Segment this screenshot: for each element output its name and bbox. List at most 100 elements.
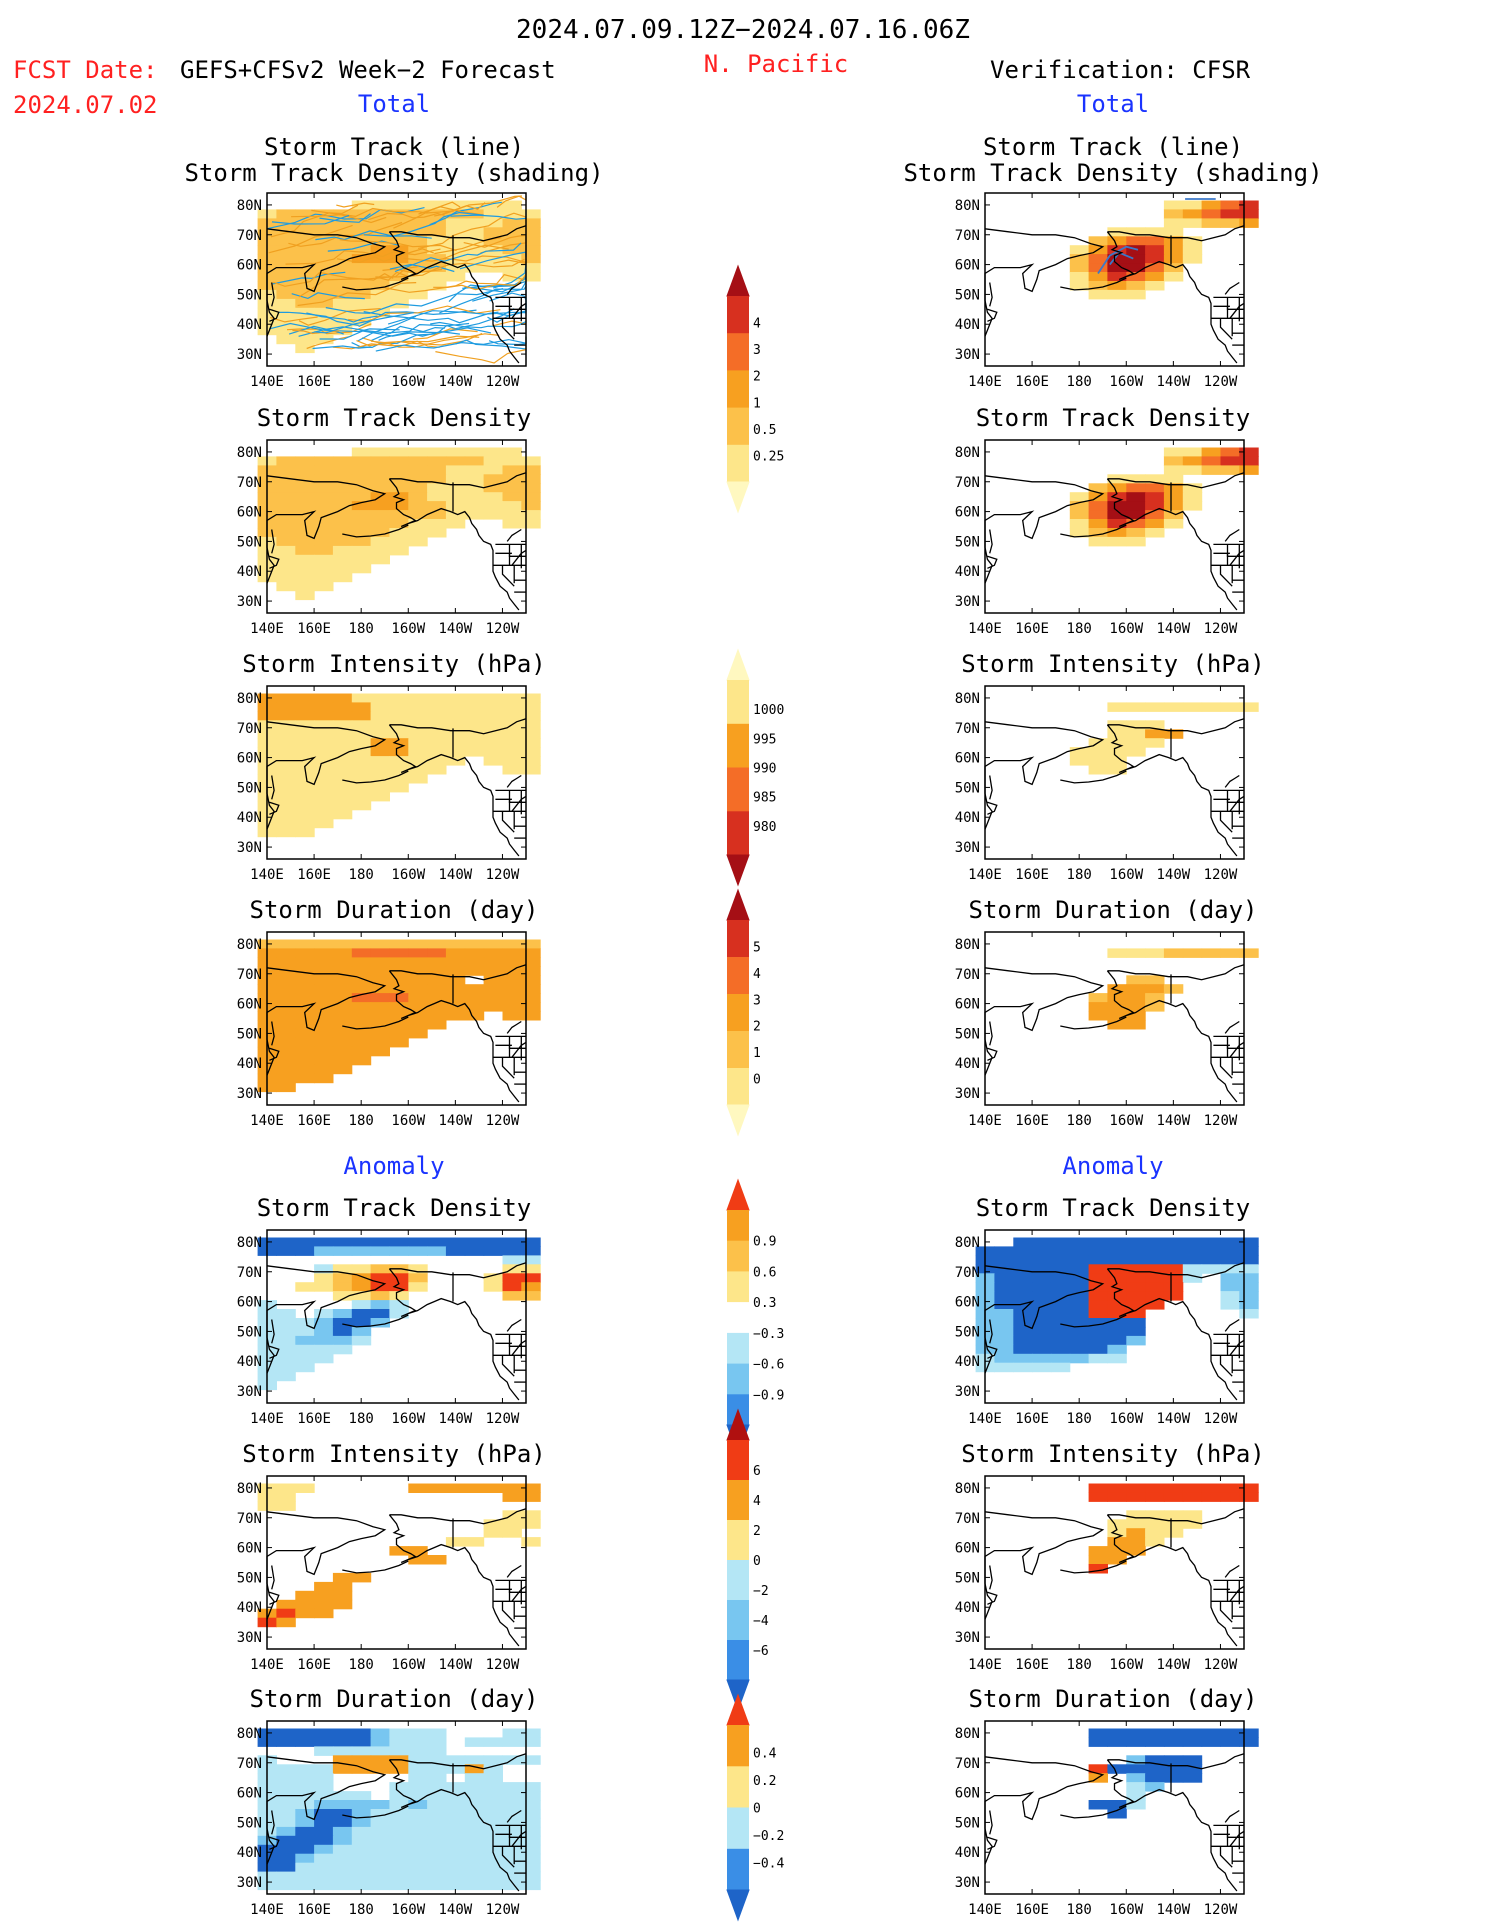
coastline: [501, 1601, 515, 1623]
colorbar-label: 980: [753, 820, 776, 835]
grid-cell: [389, 1728, 409, 1738]
grid-cell: [464, 501, 485, 511]
lat-tick-label: 70N: [237, 1756, 262, 1772]
grid-cell: [464, 1537, 485, 1547]
grid-cell: [502, 1728, 522, 1738]
grid-cell: [389, 1844, 409, 1855]
grid-cell: [351, 939, 372, 949]
grid-cell: [332, 218, 353, 228]
grid-cell: [1163, 1246, 1184, 1256]
grid-cell: [351, 1826, 372, 1837]
lon-tick-label: 140W: [1157, 1411, 1191, 1427]
lat-tick-label: 70N: [955, 967, 980, 983]
grid-cell: [276, 827, 296, 838]
grid-cell: [1088, 1564, 1108, 1574]
storm-track-line: [291, 207, 454, 218]
grid-cell: [1069, 1291, 1090, 1301]
grid-cell: [370, 711, 390, 721]
storm-track-line: [292, 329, 340, 335]
colorbar-label: 2: [753, 1020, 761, 1035]
grid-cell: [427, 465, 447, 475]
grid-cell: [408, 510, 428, 520]
grid-cell: [427, 984, 447, 994]
grid-cell: [314, 316, 334, 327]
grid-cell: [408, 1782, 428, 1792]
lat-tick-label: 30N: [955, 594, 980, 610]
grid-cell: [427, 1237, 447, 1247]
coastline: [1106, 970, 1238, 1103]
grid-cell: [408, 993, 428, 1003]
grid-cell: [1163, 272, 1184, 282]
storm-track-line: [291, 292, 365, 300]
grid-cell: [1163, 948, 1184, 958]
grid-cell: [295, 791, 315, 802]
grid-cell: [1107, 1555, 1127, 1565]
grid-cell: [1013, 1300, 1033, 1310]
grid-cell: [445, 1853, 466, 1864]
lon-tick-label: 120W: [486, 374, 520, 390]
grid-cell: [332, 1309, 353, 1319]
grid-cell: [502, 1528, 522, 1538]
lon-tick-label: 160W: [391, 621, 425, 637]
grid-cell: [521, 765, 541, 775]
grid-cell: [276, 1011, 296, 1021]
grid-cell: [370, 747, 390, 757]
storm-track-line: [319, 213, 371, 223]
grid-cell: [1201, 1237, 1221, 1247]
grid-cell: [1069, 1344, 1090, 1355]
coastline: [1219, 565, 1233, 587]
map-frame: [984, 439, 1245, 614]
grid-cell: [370, 281, 390, 291]
grid-cell: [351, 536, 372, 547]
grid-cell: [1145, 1246, 1165, 1256]
lon-tick-label: 180: [349, 1902, 374, 1918]
grid-cell: [1126, 1020, 1146, 1030]
coastline: [1219, 1057, 1233, 1079]
grid-cell: [332, 1809, 353, 1819]
grid-cell: [332, 1764, 353, 1774]
grid-cell: [427, 510, 447, 520]
grid-cell: [1220, 456, 1240, 466]
grid-cell: [332, 519, 353, 529]
grid-cell: [1013, 1326, 1033, 1337]
grid-cell: [351, 263, 372, 273]
lat-tick-label: 40N: [955, 1354, 980, 1370]
grid-cell: [276, 245, 296, 255]
grid-cell: [389, 765, 409, 775]
grid-cell: [351, 298, 372, 309]
grid-cell: [427, 483, 447, 493]
grid-cell: [1107, 756, 1127, 766]
grid-cell: [427, 693, 447, 703]
grid-cell: [427, 1773, 447, 1783]
lon-tick-label: 140W: [439, 1657, 473, 1673]
grid-cell: [1182, 1728, 1203, 1738]
lon-tick-label: 140W: [439, 1411, 473, 1427]
grid-cell: [370, 948, 390, 958]
coastline: [269, 1591, 280, 1605]
grid-cell: [1145, 483, 1165, 493]
grid-cell: [464, 1826, 485, 1837]
grid-cell: [389, 254, 409, 264]
grid-cell: [502, 236, 522, 246]
grid-cell: [314, 1737, 334, 1747]
grid-cell: [314, 1073, 334, 1084]
grid-cell: [1220, 218, 1240, 228]
coastline: [1060, 1016, 1127, 1030]
grid-cell: [483, 975, 503, 985]
coastline: [389, 225, 527, 242]
grid-cell: [1145, 702, 1165, 712]
grid-cell: [408, 1809, 428, 1819]
grid-cell: [332, 254, 353, 264]
grid-cell: [521, 984, 541, 994]
grid-cell: [314, 1800, 334, 1810]
lon-tick-label: 140E: [250, 1902, 284, 1918]
grid-cell: [351, 1862, 372, 1873]
coastline: [389, 718, 527, 735]
grid-cell: [502, 1519, 522, 1529]
grid-cell: [1239, 1264, 1259, 1274]
grid-cell: [314, 1764, 334, 1774]
grid-cell: [1088, 1309, 1108, 1319]
lon-tick-label: 120W: [486, 1657, 520, 1673]
